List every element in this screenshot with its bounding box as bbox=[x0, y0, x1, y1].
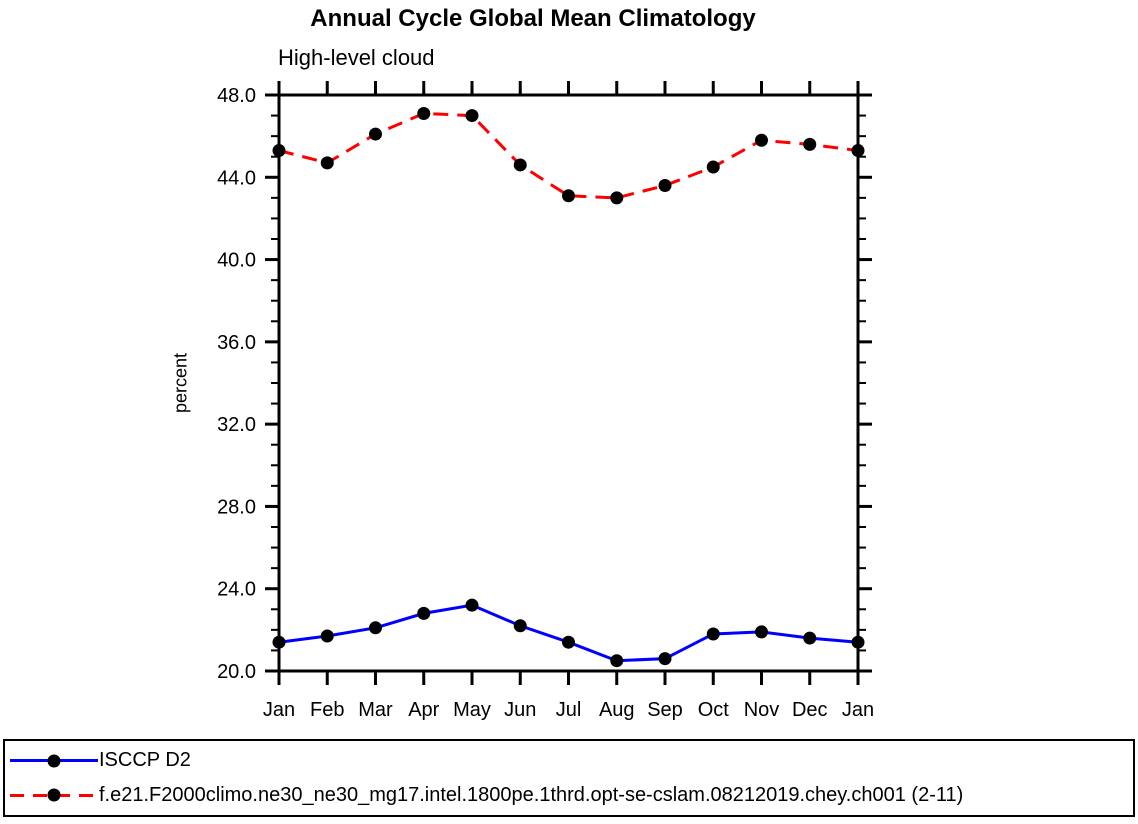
data-point bbox=[706, 160, 720, 174]
data-point bbox=[755, 133, 768, 147]
x-tick-label: Dec bbox=[792, 699, 828, 721]
data-point bbox=[465, 109, 479, 123]
legend-label-observation: ISCCP D2 bbox=[99, 749, 191, 772]
data-point bbox=[369, 127, 382, 141]
x-tick-label: Jan bbox=[263, 699, 295, 721]
data-point bbox=[465, 598, 479, 612]
data-point bbox=[417, 107, 431, 121]
y-tick-label: 24.0 bbox=[217, 579, 256, 601]
data-point bbox=[803, 137, 817, 151]
y-tick-label: 32.0 bbox=[217, 414, 256, 436]
data-point bbox=[513, 619, 527, 633]
data-point bbox=[369, 621, 382, 635]
legend-line-solid-icon bbox=[10, 754, 98, 768]
data-point bbox=[320, 629, 334, 643]
y-tick-label: 20.0 bbox=[217, 661, 256, 683]
plot-area: Jan Feb Mar Apr May Jun Jul Aug Sep Oct Nov Dec Jan 2… bbox=[217, 81, 874, 721]
legend-line-dashed-icon bbox=[10, 788, 98, 802]
data-point bbox=[610, 191, 624, 205]
data-point bbox=[803, 631, 817, 645]
y-tick-label: 36.0 bbox=[217, 332, 256, 354]
data-point bbox=[851, 144, 865, 158]
x-tick-label: Feb bbox=[310, 699, 344, 721]
data-point bbox=[320, 156, 334, 170]
legend-item-observation: ISCCP D2 bbox=[10, 746, 1133, 776]
series-line-1 bbox=[278, 112, 859, 200]
data-point bbox=[272, 144, 286, 158]
x-tick-label: Apr bbox=[408, 699, 439, 721]
legend-marker-dot-icon bbox=[47, 754, 61, 768]
x-tick-label: Jun bbox=[504, 699, 536, 721]
chart-subtitle: High-level cloud bbox=[278, 45, 435, 70]
legend-item-model: f.e21.F2000climo.ne30_ne30_mg17.intel.18… bbox=[10, 780, 1133, 810]
data-point bbox=[851, 635, 865, 649]
x-tick-label: Nov bbox=[744, 699, 780, 721]
y-tick-label: 28.0 bbox=[217, 496, 256, 518]
x-tick-label: Oct bbox=[698, 699, 730, 721]
data-point bbox=[610, 654, 624, 668]
legend: ISCCP D2 f.e21.F2000climo.ne30_ne30_mg17… bbox=[3, 739, 1135, 817]
x-tick-label: Jan bbox=[842, 699, 874, 721]
y-tick-label: 48.0 bbox=[217, 85, 256, 107]
x-tick-label: May bbox=[453, 699, 491, 721]
data-point bbox=[755, 625, 768, 639]
y-tick-label: 44.0 bbox=[217, 167, 256, 189]
x-tick-label: Aug bbox=[599, 699, 635, 721]
x-tick-label: Mar bbox=[358, 699, 393, 721]
x-tick-label: Jul bbox=[556, 699, 582, 721]
axis-box bbox=[277, 93, 860, 673]
chart-title: Annual Cycle Global Mean Climatology bbox=[310, 5, 756, 32]
y-tick-label: 40.0 bbox=[217, 250, 256, 272]
x-tick-label: Sep bbox=[647, 699, 683, 721]
series-line-0 bbox=[278, 603, 859, 663]
legend-marker-dot-icon bbox=[47, 788, 61, 802]
legend-label-model: f.e21.F2000climo.ne30_ne30_mg17.intel.18… bbox=[99, 783, 964, 806]
data-point bbox=[417, 606, 431, 620]
data-point bbox=[706, 627, 720, 641]
data-point bbox=[562, 189, 575, 203]
data-point bbox=[562, 635, 575, 649]
data-point bbox=[658, 179, 672, 193]
data-point bbox=[658, 652, 672, 666]
data-point bbox=[272, 635, 286, 649]
data-point bbox=[513, 158, 527, 172]
